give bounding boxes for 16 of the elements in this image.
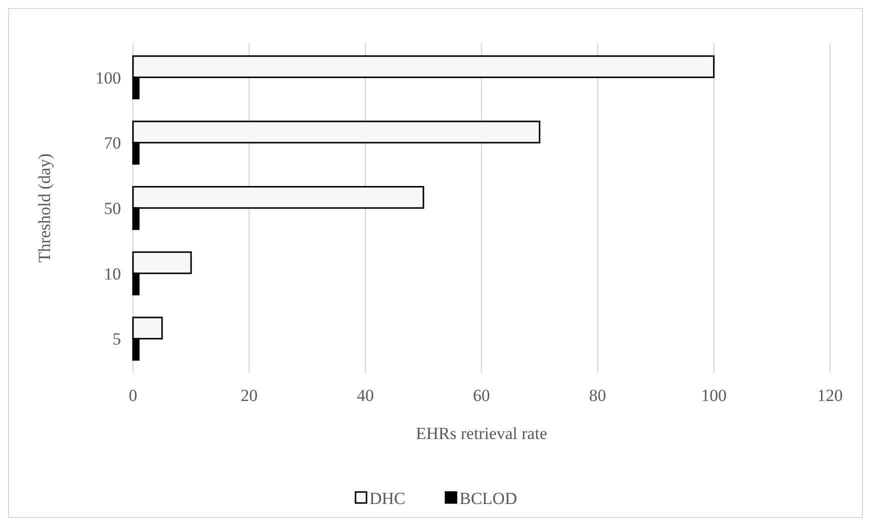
x-tick-label: 60: [473, 386, 490, 405]
x-tick-label: 80: [589, 386, 606, 405]
y-tick-label: 5: [112, 330, 121, 349]
x-tick-label: 20: [240, 386, 258, 405]
legend-label: DHC: [370, 488, 406, 508]
x-tick-label: 0: [128, 386, 138, 405]
y-tick-label: 10: [104, 264, 121, 284]
y-tick-label: 70: [104, 134, 121, 153]
y-tick-label: 100: [96, 68, 121, 88]
x-tick-label: 40: [356, 386, 374, 405]
x-tick-label: 100: [701, 386, 727, 405]
legend-label: BCLOD: [460, 488, 518, 508]
y-axis-title: Threshold (day): [35, 153, 54, 263]
x-tick-label: 120: [817, 386, 843, 405]
x-axis-title: EHRs retrieval rate: [416, 424, 548, 443]
y-tick-label: 50: [104, 198, 121, 218]
